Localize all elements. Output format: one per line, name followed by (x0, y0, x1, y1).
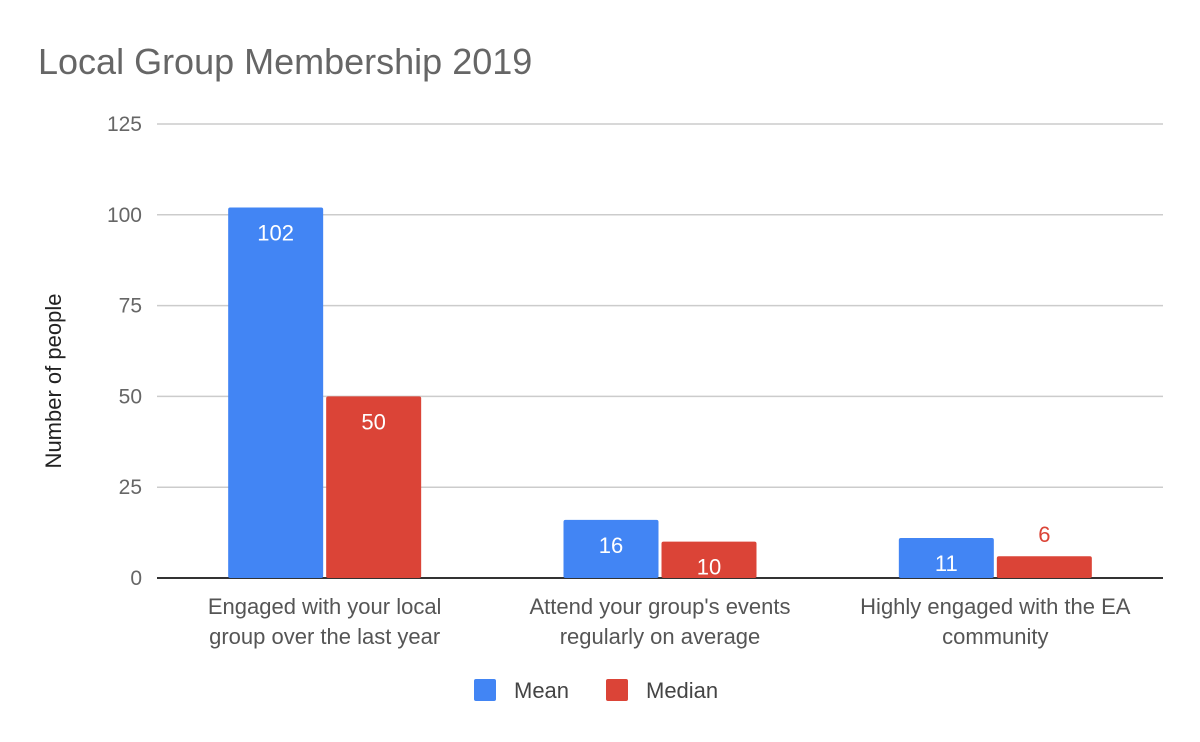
y-axis-ticks: 0 25 50 75 100 125 (107, 113, 142, 590)
data-labels: 102 50 16 10 11 6 (257, 221, 1050, 580)
y-tick-label: 25 (119, 476, 142, 499)
y-axis-label: Number of people (41, 294, 66, 469)
legend-swatch-median (606, 679, 628, 701)
y-tick-label: 125 (107, 113, 142, 136)
x-category-label: Engaged with your local (208, 594, 442, 619)
data-label-median: 6 (1038, 522, 1050, 547)
bar-median (661, 541, 757, 578)
bar-mean (563, 519, 659, 578)
data-label-mean: 11 (935, 551, 958, 576)
bar-mean (898, 538, 994, 578)
bar-median (996, 556, 1092, 578)
y-tick-label: 100 (107, 204, 142, 227)
legend: Mean Median (474, 678, 718, 703)
y-tick-label: 50 (119, 385, 142, 408)
data-label-mean: 16 (599, 533, 623, 558)
legend-label-median: Median (646, 678, 718, 703)
x-category-label: regularly on average (560, 624, 761, 649)
x-category-label: Attend your group's events (529, 594, 790, 619)
x-category-label: community (942, 624, 1048, 649)
bar-median (326, 396, 422, 578)
gridlines (157, 123, 1163, 579)
legend-label-mean: Mean (514, 678, 569, 703)
data-label-median: 50 (361, 409, 385, 434)
y-tick-label: 75 (119, 295, 142, 318)
data-label-median: 10 (697, 555, 721, 580)
legend-swatch-mean (474, 679, 496, 701)
x-category-label: Highly engaged with the EA (860, 594, 1131, 619)
y-tick-label: 0 (130, 567, 142, 590)
x-axis-categories: Engaged with your local group over the la… (208, 594, 1131, 649)
x-category-label: group over the last year (209, 624, 440, 649)
chart-title: Local Group Membership 2019 (38, 41, 532, 82)
bar-mean (228, 207, 324, 578)
bars (228, 207, 1092, 578)
data-label-mean: 102 (257, 221, 294, 246)
